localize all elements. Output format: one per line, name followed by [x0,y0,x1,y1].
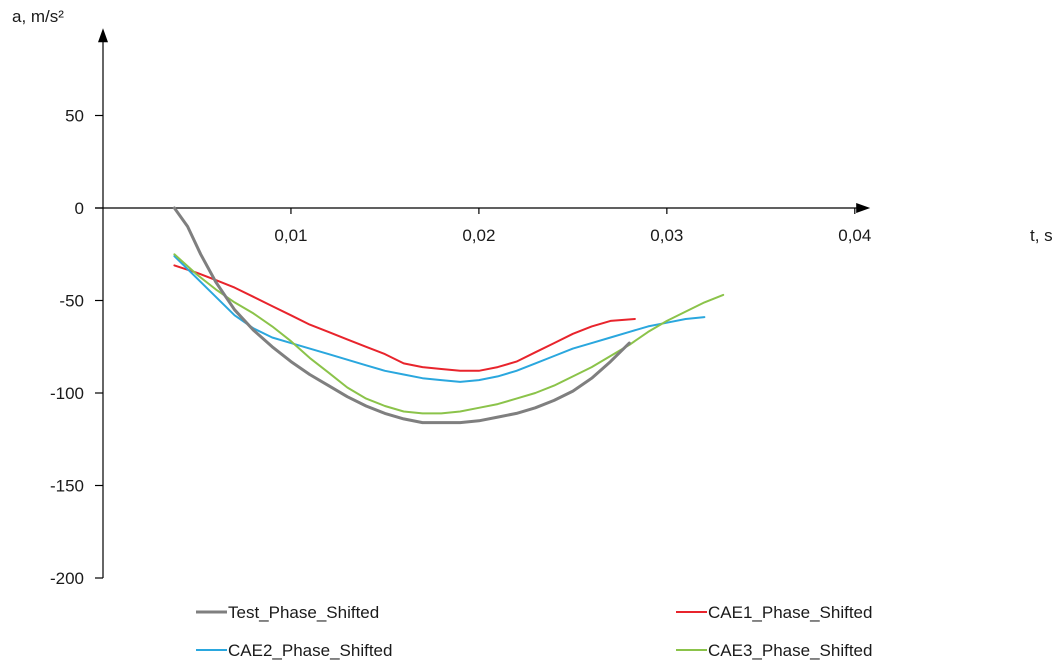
legend-label-cae3-phase-shifted: CAE3_Phase_Shifted [708,641,872,660]
x-axis-arrow [856,203,871,213]
legend-label-cae2-phase-shifted: CAE2_Phase_Shifted [228,641,392,660]
x-tick-label: 0,03 [650,226,683,245]
x-tick-label: 0,02 [462,226,495,245]
y-axis-label: a, m/s² [12,7,64,26]
series-line-test-phase-shifted [172,206,631,425]
y-tick-label: -150 [50,477,84,496]
x-tick-label: 0,04 [838,226,871,245]
y-tick-label: 0 [75,199,84,218]
legend: Test_Phase_Shifted CAE1_Phase_Shifted CAE2… [196,603,872,660]
series-line-cae1-phase-shifted [173,264,636,372]
series-line-cae2-phase-shifted [173,255,706,383]
y-axis-arrow [98,28,108,43]
y-tick-label: -100 [50,384,84,403]
series-layer [172,206,725,425]
y-tick-label: -200 [50,569,84,588]
series-line-cae3-phase-shifted [173,253,725,415]
legend-label-cae1-phase-shifted: CAE1_Phase_Shifted [708,603,872,622]
x-tick-label: 0,01 [274,226,307,245]
legend-label-test-phase-shifted: Test_Phase_Shifted [228,603,379,622]
y-tick-label: 50 [65,107,84,126]
y-tick-label: -50 [59,292,84,311]
x-axis-label: t, s [1030,226,1053,245]
axes: 50 0 -50 -100 -150 -200 0,01 0,02 0,03 0,04 a, m/s… [12,7,1053,588]
